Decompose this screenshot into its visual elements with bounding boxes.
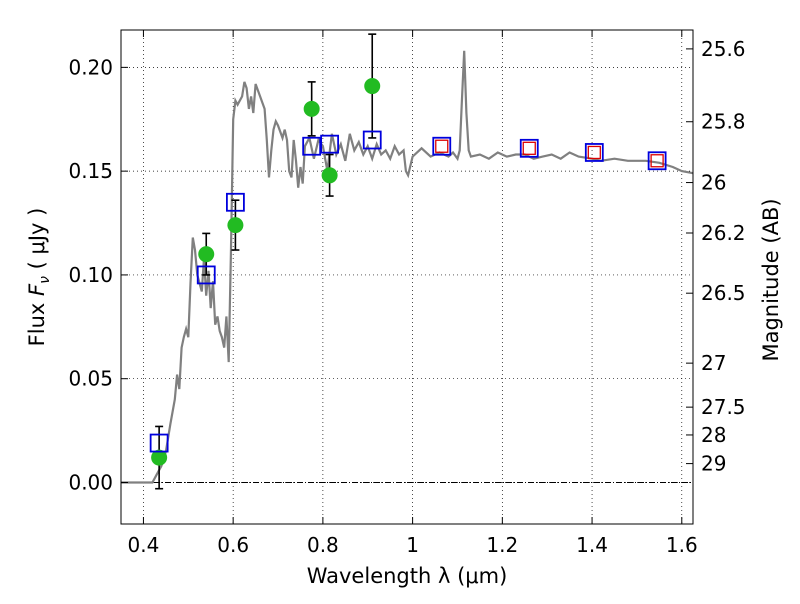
mag-tick-label: 26.2: [701, 221, 746, 245]
model-box: [584, 143, 604, 162]
x-tick-label: 1.2: [486, 533, 518, 557]
y-axis-ticks: 0.00 0.05 0.10 0.15 0.20: [68, 55, 128, 494]
mag-tick-label: 25.8: [701, 110, 746, 134]
model-photometry-boxes: [149, 130, 667, 453]
model-box: [196, 265, 216, 285]
observed-point: [151, 449, 168, 466]
x-tick-label: 0.6: [217, 533, 249, 557]
x-tick-label: 0.8: [307, 533, 339, 557]
y-axis-label: Flux Fν ( μJy ): [25, 208, 53, 347]
x-axis-ticks: 0.4 0.6 0.8 1 1.2 1.4 1.6: [128, 30, 698, 557]
observed-point: [321, 167, 338, 184]
model-box-inner: [587, 145, 601, 160]
y-tick-label: 0.05: [68, 367, 113, 391]
mag-tick-label: 27.5: [701, 395, 746, 419]
mag-tick-label: 26.5: [701, 281, 746, 305]
mag-tick-label: 27: [701, 351, 726, 375]
model-box-inner: [522, 141, 536, 155]
model-box-inner: [650, 154, 664, 168]
x-tick-label: 1: [406, 533, 419, 557]
model-box: [432, 136, 452, 156]
model-box: [320, 134, 340, 154]
model-box-inner: [435, 139, 449, 153]
x-axis-label: Wavelength λ (μm): [307, 564, 508, 588]
observed-point: [227, 217, 244, 234]
y-tick-label: 0.20: [68, 55, 113, 79]
y-tick-label: 0.00: [68, 470, 113, 494]
model-box: [647, 151, 667, 171]
model-box: [362, 130, 382, 150]
model-spectrum-line: [121, 50, 694, 484]
mag-tick-label: 26: [701, 171, 726, 195]
mag-tick-label: 29: [701, 452, 726, 476]
plot-frame: [120, 29, 694, 525]
x-tick-label: 1.6: [666, 533, 698, 557]
observed-point: [303, 100, 320, 117]
y-tick-label: 0.10: [68, 263, 113, 287]
model-box: [519, 138, 539, 158]
observed-point: [198, 246, 215, 263]
plot-area: [121, 30, 693, 524]
x-tick-label: 1.4: [576, 533, 608, 557]
y-tick-label: 0.15: [68, 159, 113, 183]
magnitude-axis-label: Magnitude (AB): [759, 198, 783, 361]
observed-points: [151, 78, 381, 466]
mag-tick-label: 25.6: [701, 37, 746, 61]
model-box: [149, 433, 169, 453]
model-box: [225, 192, 245, 212]
model-box: [302, 136, 322, 156]
x-tick-label: 0.4: [128, 533, 160, 557]
observed-point: [364, 78, 381, 95]
magnitude-axis-ticks: 25.6 25.8 26 26.2 26.5 27 27.5 28 29: [686, 37, 746, 476]
mag-tick-label: 28: [701, 423, 726, 447]
